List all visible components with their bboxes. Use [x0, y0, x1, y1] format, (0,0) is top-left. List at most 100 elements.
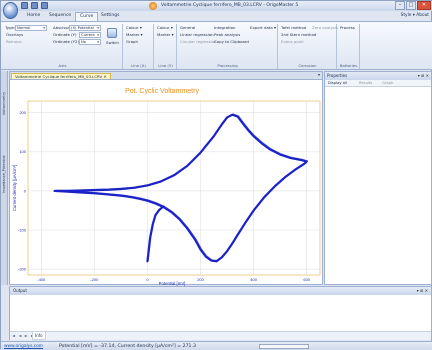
title-bar: Voltammetrie Cyclique ferrifero_MB_03.LC… — [1, 1, 432, 19]
batteries-group-label: Batteries — [339, 63, 358, 68]
ordinate-y2-select[interactable]: No — [79, 39, 101, 45]
chart-title: Pot. Cyclic Voltammetry — [125, 88, 199, 95]
sidebar-item-impedance[interactable]: Impedance_Potential — [2, 155, 6, 193]
line-x-group-label: Line (X) — [131, 63, 146, 68]
website-link[interactable]: www.origalys.com — [4, 344, 43, 349]
ordinate-y-label: Ordinate (Y) — [53, 32, 77, 37]
y-axis-label: Current density [µA/cm²] — [12, 165, 17, 211]
y-tick-label: -100 — [18, 227, 27, 232]
ribbon-group-processing: General Linear regression Circular regre… — [178, 24, 278, 69]
switch-axes-icon[interactable] — [107, 28, 117, 38]
abscissa-select[interactable]: (X) Potential — [69, 25, 101, 31]
tab-settings[interactable]: Settings — [101, 13, 120, 18]
switch-axes-label[interactable]: Switch — [106, 40, 119, 45]
ribbon-group-line-y: Colour ▾ Marker ▾ Line (Y) — [155, 24, 177, 69]
sidebar-item-voltammetry[interactable]: Voltammetry — [2, 91, 6, 115]
pin-icon[interactable]: ▾ ⊞ ✕ — [417, 73, 429, 78]
close-icon[interactable]: ✕ — [103, 74, 107, 79]
tab-home[interactable]: Home — [27, 13, 41, 18]
ribbon-tabs: Home Sequence Curve Settings Style ▾ Abo… — [1, 11, 432, 21]
redo-icon[interactable] — [41, 2, 48, 9]
application-menu-button[interactable] — [3, 2, 18, 19]
ribbon-group-line-x: Colour ▾ Marker ▾ Graph Line (X) — [124, 24, 154, 69]
window-controls: – □ ✕ — [394, 1, 431, 10]
tab-sequence[interactable]: Sequence — [49, 13, 72, 18]
corrosion-group-label: Corrosion — [298, 63, 317, 68]
ribbon-group-batteries: Process Batteries — [338, 24, 360, 69]
ribbon-group-axis: Type: Normal Overlays Remove Abscissa (X… — [3, 24, 123, 69]
tafel-method-button[interactable]: Tafel method — [281, 25, 307, 30]
left-sidebar: Voltammetry Impedance_Potential — [1, 71, 8, 285]
voltammetry-chart[interactable]: -400 -200 0 200 400 600 -200 -100 0 100 200 Pot. C… — [10, 80, 324, 286]
window-title: Voltammetrie Cyclique ferrifero_MB_03.LC… — [161, 3, 299, 8]
output-panel: Output ▾ ⊞ ✕ ◄ ◄ ► ► Info — [9, 286, 432, 340]
processing-group-label: Processing — [217, 63, 238, 68]
output-nav-arrows[interactable]: ◄ ◄ ► ► — [12, 333, 36, 338]
series-line-cycle-2 — [147, 205, 165, 261]
axis-group-label: Axis — [58, 63, 67, 68]
document-tabs: Voltammetrie Cyclique ferrifero_MB_03.LC… — [9, 71, 323, 80]
progress-bar — [259, 344, 309, 349]
line-x-colour-button[interactable]: Colour ▾ — [126, 25, 142, 30]
style-about-menu[interactable]: Style ▾ About — [400, 13, 429, 18]
ordinate-y2-label: Ordinate (Y2) — [53, 39, 80, 44]
ribbon-group-corrosion: Tafel method Zero analysis 2nd Stern met… — [279, 24, 338, 69]
x-axis-label: Potential [mV] — [159, 281, 186, 286]
maximize-button[interactable]: □ — [406, 1, 416, 10]
data-series — [53, 113, 309, 263]
properties-toolbar: Display all Results Graph — [325, 80, 431, 87]
linear-regression-button[interactable]: Linear regression — [180, 32, 214, 37]
graph-button[interactable]: Graph — [126, 39, 138, 44]
ribbon: Type: Normal Overlays Remove Abscissa (X… — [1, 21, 432, 70]
tab-curve[interactable]: Curve — [75, 12, 99, 21]
line-y-marker-button[interactable]: Marker ▾ — [157, 32, 174, 37]
ordinate-y-select[interactable]: Current — [79, 32, 101, 38]
plot-frame — [27, 100, 321, 276]
copy-clipboard-button[interactable]: Copy to Clipboard — [214, 39, 249, 44]
properties-header: Properties ▾ ⊞ ✕ — [325, 72, 431, 80]
close-button[interactable]: ✕ — [417, 1, 431, 10]
line-x-marker-button[interactable]: Marker ▾ — [126, 32, 143, 37]
properties-title: Properties — [327, 73, 348, 78]
graph-tab-button[interactable]: Graph — [382, 81, 394, 85]
zero-analysis-button[interactable]: Zero analysis — [312, 25, 338, 30]
x-tick-label: 400 — [250, 277, 257, 282]
y-tick-label: -200 — [18, 267, 27, 272]
overlays-button[interactable]: Overlays — [6, 32, 24, 37]
integration-button[interactable]: Integration — [214, 25, 236, 30]
y-tick-label: 100 — [19, 149, 26, 154]
line-y-group-label: Line (Y) — [158, 63, 173, 68]
document-tab[interactable]: Voltammetrie Cyclique ferrifero_MB_03.LC… — [11, 73, 111, 80]
x-tick-label: 0 — [146, 277, 149, 282]
circular-regression-button[interactable]: Circular regression — [180, 39, 217, 44]
undo-icon[interactable] — [31, 2, 38, 9]
type-select[interactable]: Normal — [15, 25, 47, 31]
output-title: Output — [13, 288, 27, 293]
display-all-button[interactable]: Display all — [328, 81, 348, 85]
axis-ticks: -400 -200 0 200 400 600 -200 -100 0 100 200 — [18, 110, 311, 282]
series-line-cycle-1 — [55, 113, 309, 262]
general-button[interactable]: General — [180, 25, 196, 30]
x-tick-label: -200 — [90, 277, 99, 282]
chart-document: -400 -200 0 200 400 600 -200 -100 0 100 200 Pot. C… — [9, 79, 324, 286]
remove-button[interactable]: Remove — [6, 39, 22, 44]
pin-icon[interactable]: ▾ ⊞ ✕ — [416, 288, 428, 293]
save-icon[interactable] — [21, 2, 28, 9]
process-button[interactable]: Process — [340, 25, 355, 30]
abscissa-label: Abscissa — [53, 25, 70, 30]
tab-info[interactable]: Info — [32, 332, 46, 340]
export-data-button[interactable]: Export data ▾ — [250, 25, 276, 30]
x-tick-label: 200 — [197, 277, 204, 282]
minimize-button[interactable]: – — [395, 1, 405, 10]
properties-panel: Properties ▾ ⊞ ✕ Display all Results Gra… — [324, 71, 432, 285]
chevron-down-icon[interactable]: ▾ — [317, 72, 320, 77]
quick-access-toolbar — [21, 2, 48, 9]
results-button[interactable]: Results — [359, 81, 373, 85]
line-y-colour-button[interactable]: Colour ▾ — [157, 25, 173, 30]
app-logo-icon — [149, 2, 157, 10]
peak-analysis-button[interactable]: Peak analysis — [214, 32, 241, 37]
stern-method-button[interactable]: 2nd Stern method — [281, 32, 317, 37]
x-tick-label: 600 — [303, 277, 310, 282]
evans-point-button[interactable]: Evans point — [281, 39, 304, 44]
